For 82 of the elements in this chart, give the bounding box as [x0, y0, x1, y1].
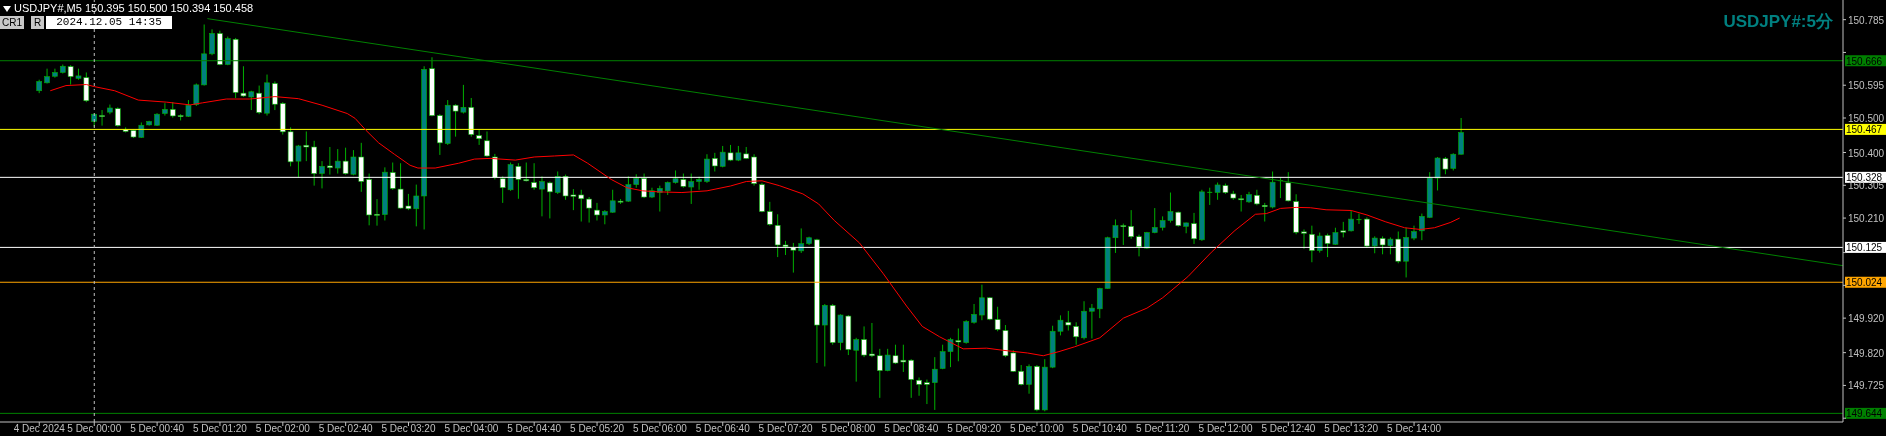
annotation: 2024.12.05 14:35 [46, 16, 172, 29]
candlestick [1419, 213, 1425, 241]
candlestick [1207, 187, 1213, 206]
y-tick-label: 150.500 [1848, 113, 1885, 125]
x-tick-label: 5 Dec 04:00 [444, 423, 499, 434]
y-tick-label: 150.210 [1848, 213, 1885, 225]
x-tick-label: 5 Dec 05:20 [570, 423, 625, 434]
text: USDJPY#:5分 [1723, 11, 1833, 33]
annotation: R [31, 16, 44, 29]
candlestick [696, 176, 702, 191]
candlestick [1458, 117, 1464, 156]
y-tick-label: 149.920 [1848, 313, 1885, 325]
x-tick-label: 5 Dec 13:20 [1324, 423, 1379, 434]
x-tick-label: 5 Dec 08:00 [821, 423, 876, 434]
x-tick-label: 5 Dec 10:40 [1072, 423, 1128, 434]
x-tick-label: 5 Dec 00:40 [130, 423, 185, 434]
candlestick [547, 181, 553, 219]
x-tick-label: 5 Dec 12:40 [1261, 423, 1316, 434]
y-tick-label: 150.595 [1848, 80, 1885, 92]
x-tick-label: 5 Dec 07:20 [758, 423, 813, 434]
candlestick [594, 202, 600, 221]
chart-title: USDJPY#,M5 150.395 150.500 150.394 150.458 [14, 1, 254, 15]
candlestick [979, 284, 985, 321]
candlestick [586, 196, 592, 224]
line-series [49, 84, 1461, 357]
y-tick-label: 149.820 [1848, 347, 1885, 359]
candlestick [1089, 303, 1095, 339]
candlestick [712, 152, 718, 172]
x-tick-label: 5 Dec 12:00 [1198, 423, 1253, 434]
x-tick-label: 5 Dec 10:00 [1010, 423, 1065, 434]
candlestick [931, 356, 938, 411]
candlestick [1356, 213, 1362, 225]
candlestick [916, 376, 922, 397]
x-tick-label: 5 Dec 02:40 [318, 423, 374, 434]
ref-line-label: 150.467 [1846, 124, 1883, 136]
candlestick [963, 319, 969, 345]
x-tick-label: 5 Dec 11:20 [1136, 423, 1190, 434]
candlestick [1348, 209, 1354, 233]
x-tick-label: 5 Dec 01:20 [193, 423, 248, 434]
x-tick-label: 5 Dec 09:20 [947, 423, 1002, 434]
candlestick [1128, 209, 1134, 240]
candlestick [484, 130, 490, 158]
y-tick-label: 149.725 [1848, 380, 1885, 392]
candlestick [256, 85, 262, 115]
candlestick [162, 102, 168, 117]
y-tick-label: 150.400 [1848, 147, 1885, 159]
candlestick [924, 379, 930, 405]
candlestick [869, 322, 875, 358]
candlestick [704, 153, 710, 184]
x-tick-label: 5 Dec 00:00 [67, 423, 122, 434]
candlestick [327, 146, 333, 176]
y-tick-label: 150.785 [1848, 14, 1885, 26]
candlestick [1191, 212, 1197, 245]
candlestick [374, 198, 380, 227]
candlestick [476, 129, 482, 146]
x-tick-label: 5 Dec 06:40 [695, 423, 751, 434]
candlestick [767, 201, 773, 227]
candlestick [539, 175, 545, 217]
candlestick [319, 160, 325, 189]
candlestick [209, 28, 215, 56]
x-tick-label: 4 Dec 2024 [13, 423, 66, 434]
ref-line-label: 150.125 [1846, 242, 1883, 254]
candlestick [44, 68, 50, 84]
x-tick-label: 5 Dec 06:00 [632, 423, 688, 434]
x-tick-label: 5 Dec 02:00 [255, 423, 311, 434]
ref-line-label: 150.328 [1846, 172, 1883, 184]
ref-line-label: 150.666 [1846, 55, 1883, 67]
x-tick-label: 5 Dec 08:40 [884, 423, 939, 434]
ref-line-label: 150.024 [1846, 277, 1883, 289]
candlestick [99, 109, 105, 127]
x-tick-label: 5 Dec 14:00 [1387, 423, 1442, 434]
candlestick [971, 303, 977, 325]
annotation: CR1 [0, 16, 24, 29]
candlestick [1403, 227, 1409, 278]
candlestick [861, 325, 867, 358]
x-tick-label: 5 Dec 04:40 [507, 423, 562, 434]
ref-line-label: 149.644 [1846, 408, 1883, 420]
candlestick [272, 80, 278, 111]
x-tick-label: 5 Dec 03:20 [381, 423, 436, 434]
candlestick [114, 106, 121, 128]
candlestick [1026, 363, 1032, 395]
candlestick [1073, 321, 1079, 346]
